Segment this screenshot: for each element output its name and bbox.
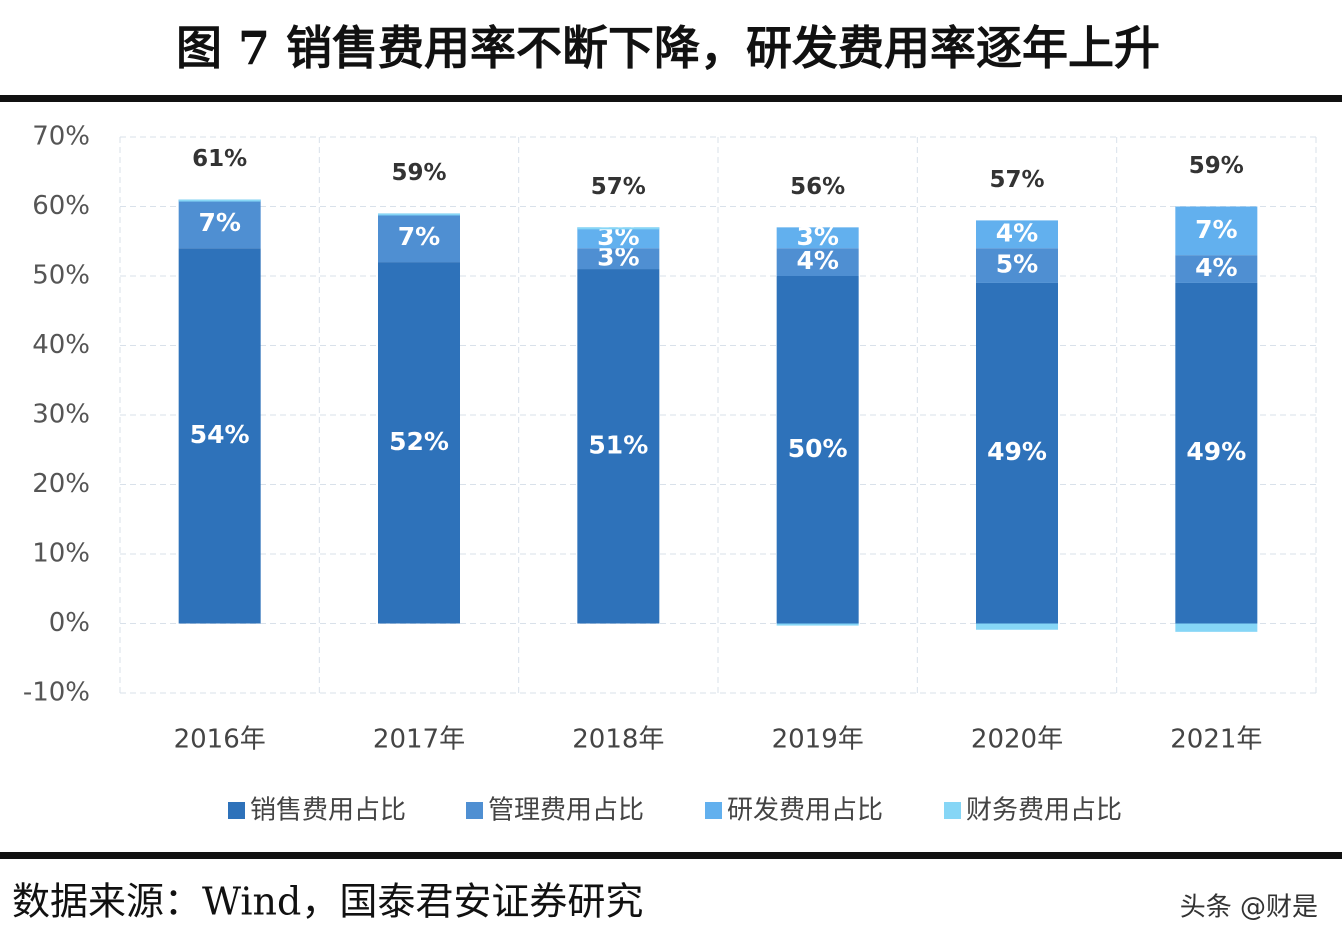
- value-label: 51%: [588, 430, 648, 459]
- bar-segment: [378, 213, 460, 263]
- bar-segment: [378, 213, 460, 216]
- bar-segment: [577, 227, 660, 230]
- bar-segment: [577, 248, 660, 270]
- value-label: 54%: [190, 420, 250, 449]
- bar-segment: [378, 262, 460, 624]
- y-tick-label: 20%: [32, 469, 90, 499]
- total-label: 61%: [192, 146, 247, 172]
- x-tick-label: 2019年: [772, 725, 864, 755]
- value-label: 5%: [996, 250, 1038, 279]
- bottom-rule: [0, 852, 1342, 859]
- value-label: 7%: [198, 208, 240, 237]
- y-tick-label: 60%: [32, 191, 90, 221]
- value-label: 4%: [1195, 253, 1237, 282]
- bar-segment: [976, 623, 1058, 630]
- bar-segment: [776, 276, 859, 624]
- bar-segment: [577, 227, 660, 249]
- watermark: 头条 @财是: [1180, 893, 1318, 923]
- value-label: 4%: [996, 218, 1038, 247]
- bar-segment: [776, 227, 859, 249]
- legend-swatch: [705, 802, 722, 819]
- value-label: 7%: [398, 222, 440, 251]
- y-tick-label: -10%: [23, 678, 90, 708]
- total-label: 57%: [591, 174, 646, 200]
- value-label: 52%: [389, 427, 449, 456]
- value-label: 3%: [796, 222, 838, 251]
- x-tick-label: 2017年: [373, 725, 465, 755]
- total-label: 57%: [989, 167, 1044, 193]
- x-tick-label: 2021年: [1170, 725, 1262, 755]
- bar-segment: [577, 269, 660, 624]
- y-tick-label: 50%: [32, 261, 90, 291]
- bar-segment: [178, 199, 261, 202]
- legend-label: 管理费用占比: [488, 796, 644, 826]
- legend-label: 研发费用占比: [727, 796, 883, 826]
- legend-swatch: [466, 802, 483, 819]
- bar-segment: [776, 248, 859, 276]
- y-tick-label: 70%: [32, 122, 90, 152]
- value-label: 4%: [796, 246, 838, 275]
- y-tick-label: 30%: [32, 400, 90, 430]
- bar-segment: [976, 282, 1058, 624]
- y-tick-label: 10%: [32, 539, 90, 569]
- total-label: 59%: [391, 160, 446, 186]
- title: 图 7 销售费用率不断下降，研发费用率逐年上升: [176, 21, 1160, 75]
- bar-segment: [1175, 255, 1258, 283]
- bar-segment: [976, 248, 1058, 283]
- x-tick-label: 2016年: [174, 725, 266, 755]
- legend-label: 销售费用占比: [250, 796, 406, 826]
- bar-segment: [178, 248, 261, 624]
- value-label: 49%: [987, 437, 1047, 466]
- y-tick-label: 0%: [49, 608, 90, 638]
- plot: -10% 0% 10% 20% 30% 40% 50% 60% 70% 54% 7% 61% 2016年…: [23, 122, 1317, 826]
- x-tick-label: 2020年: [971, 725, 1063, 755]
- value-label: 49%: [1186, 437, 1246, 466]
- bar-segment: [1175, 623, 1258, 632]
- top-rule: [0, 95, 1342, 102]
- bar-segment: [776, 623, 859, 626]
- bar-segment: [178, 199, 261, 249]
- bar-segment: [1175, 206, 1258, 256]
- bar-segment: [976, 220, 1058, 249]
- legend-label: 财务费用占比: [966, 796, 1122, 826]
- total-label: 56%: [790, 174, 845, 200]
- y-tick-label: 40%: [32, 330, 90, 360]
- value-label: 50%: [788, 434, 848, 463]
- x-tick-label: 2018年: [572, 725, 664, 755]
- value-label: 7%: [1195, 215, 1237, 244]
- total-label: 59%: [1189, 153, 1244, 179]
- source: 数据来源：Wind，国泰君安证券研究: [12, 880, 643, 924]
- value-label: 3%: [597, 222, 639, 251]
- legend-swatch: [944, 802, 961, 819]
- bar-segment: [1175, 282, 1258, 624]
- legend-swatch: [228, 802, 245, 819]
